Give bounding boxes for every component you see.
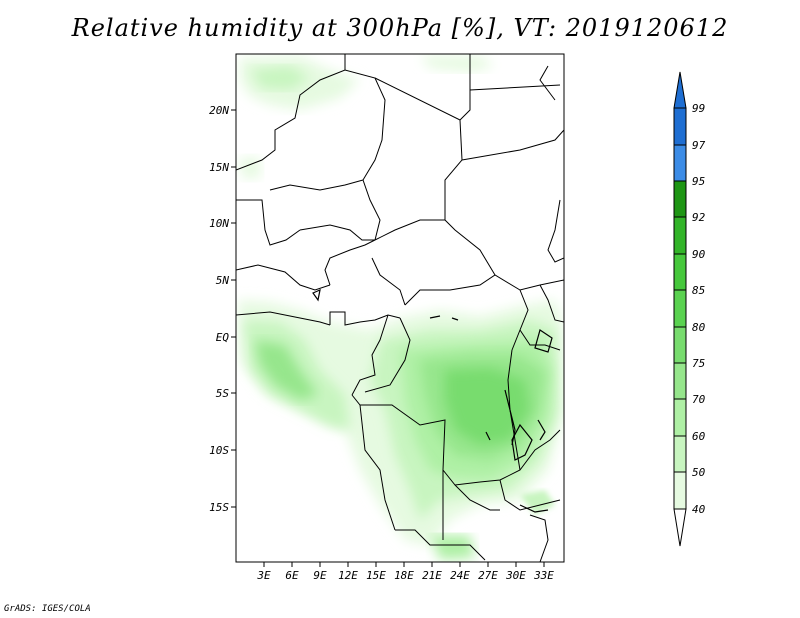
colorbar-label: 70 bbox=[692, 393, 706, 406]
axis-ticks bbox=[231, 109, 545, 567]
colorbar-segment bbox=[673, 362, 687, 400]
colorbar-segment bbox=[673, 180, 687, 218]
lon-label: 24E bbox=[450, 569, 470, 582]
lat-label: EQ bbox=[216, 331, 230, 344]
lat-label: 5S bbox=[216, 387, 230, 400]
lon-label: 30E bbox=[505, 569, 526, 582]
lon-label: 27E bbox=[478, 569, 498, 582]
colorbar-label: 85 bbox=[692, 284, 705, 297]
lat-label: 20N bbox=[209, 104, 229, 117]
country-borders bbox=[236, 54, 564, 562]
colorbar-label: 50 bbox=[692, 466, 706, 479]
lon-label: 9E bbox=[313, 569, 327, 582]
colorbar-label: 99 bbox=[692, 102, 705, 115]
lat-label: 5N bbox=[216, 274, 230, 287]
lon-labels: 3E 6E 9E 12E 15E 18E 21E 24E 27E 30E 33E bbox=[256, 569, 554, 582]
colorbar-cap-bottom bbox=[673, 508, 687, 547]
colorbar-cap-top bbox=[673, 71, 687, 109]
lat-label: 10S bbox=[209, 444, 229, 457]
lon-label: 15E bbox=[366, 569, 386, 582]
lon-label: 33E bbox=[533, 569, 554, 582]
colorbar-segment bbox=[673, 216, 687, 255]
colorbar-label: 80 bbox=[692, 321, 706, 334]
grads-credit: GrADS: IGES/COLA bbox=[4, 604, 91, 614]
colorbar-label: 95 bbox=[692, 175, 705, 188]
colorbar-label: 92 bbox=[692, 211, 706, 224]
colorbar-segment bbox=[673, 289, 687, 328]
lakes bbox=[312, 288, 553, 513]
colorbar-label: 97 bbox=[692, 139, 706, 152]
lat-label: 15S bbox=[209, 501, 229, 514]
colorbar-segment bbox=[673, 144, 687, 182]
lon-label: 3E bbox=[256, 569, 271, 582]
colorbar-segment bbox=[673, 471, 687, 510]
colorbar-label: 75 bbox=[692, 357, 705, 370]
colorbar-label: 90 bbox=[692, 248, 706, 261]
colorbar-segment bbox=[673, 398, 687, 437]
colorbar-segment bbox=[673, 107, 687, 146]
lon-label: 21E bbox=[422, 569, 442, 582]
colorbar-labels: 99 97 95 92 90 85 80 75 70 60 50 40 bbox=[692, 102, 706, 516]
colorbar bbox=[673, 71, 687, 547]
lon-label: 18E bbox=[394, 569, 414, 582]
colorbar-segment bbox=[673, 435, 687, 473]
colorbar-label: 40 bbox=[692, 503, 706, 516]
colorbar-segment bbox=[673, 253, 687, 291]
colorbar-label: 60 bbox=[692, 430, 706, 443]
map-frame bbox=[235, 53, 565, 563]
lat-label: 10N bbox=[209, 217, 229, 230]
lat-label: 15N bbox=[209, 161, 229, 174]
lat-labels: 20N 15N 10N 5N EQ 5S 10S 15S bbox=[209, 104, 229, 514]
chart-title: Relative humidity at 300hPa [%], VT: 201… bbox=[71, 14, 729, 42]
humidity-shading bbox=[238, 56, 562, 560]
lon-label: 12E bbox=[338, 569, 358, 582]
colorbar-segment bbox=[673, 326, 687, 364]
lon-label: 6E bbox=[285, 569, 299, 582]
